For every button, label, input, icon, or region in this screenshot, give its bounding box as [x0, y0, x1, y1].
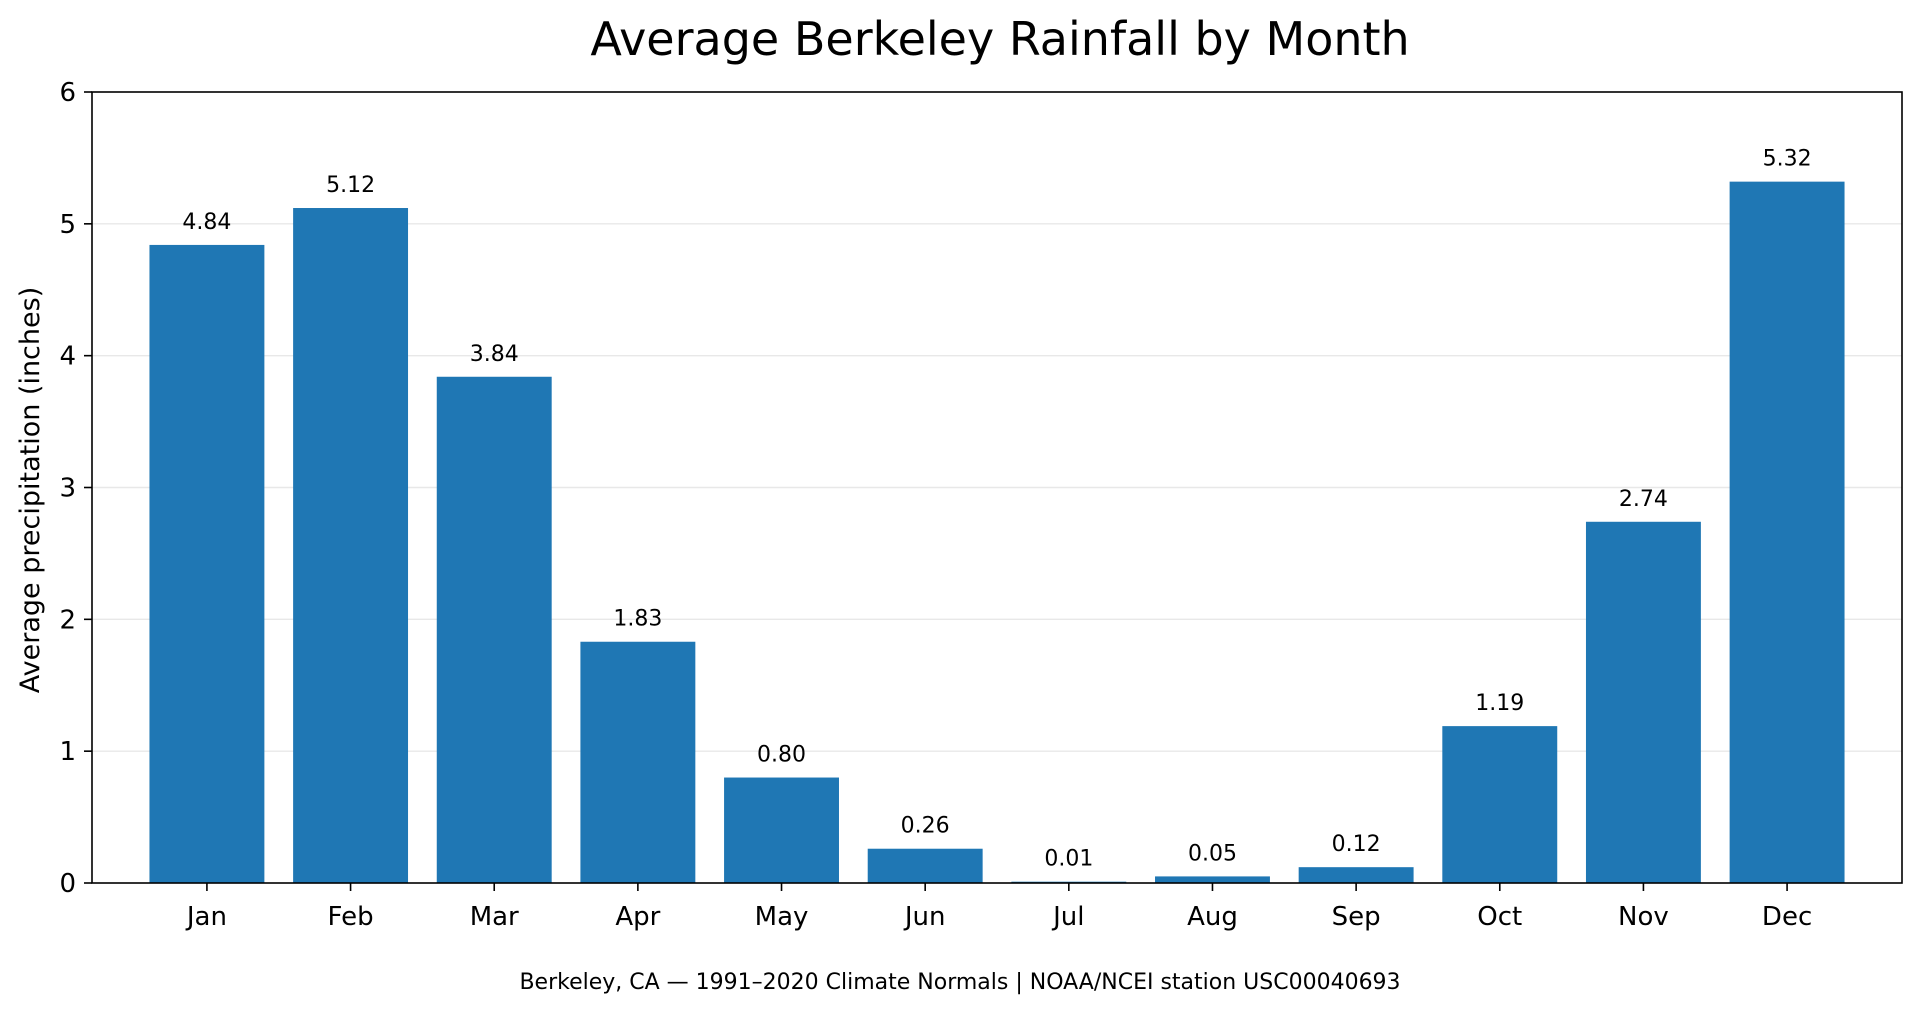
- bar-nov: [1585, 521, 1701, 883]
- x-tick-label-dec: Dec: [1762, 902, 1812, 932]
- bar-jun: [867, 848, 983, 883]
- x-tick-label-nov: Nov: [1618, 902, 1669, 932]
- value-label-dec: 5.32: [1763, 147, 1812, 172]
- value-label-nov: 2.74: [1619, 487, 1668, 512]
- bar-aug: [1155, 876, 1270, 883]
- x-tick-label-jun: Jun: [903, 902, 946, 932]
- bar-jan: [149, 244, 265, 884]
- x-tick-label-feb: Feb: [328, 902, 374, 932]
- x-tick-label-jul: Jul: [1051, 902, 1084, 932]
- value-label-apr: 1.83: [613, 607, 662, 632]
- value-label-jul: 0.01: [1044, 847, 1093, 872]
- bar-mar: [436, 376, 552, 883]
- bar-sep: [1298, 867, 1414, 883]
- x-tick-label-apr: Apr: [615, 902, 660, 932]
- bar-may: [724, 777, 839, 883]
- value-label-feb: 5.12: [326, 173, 375, 198]
- x-axis-ticks: Jan Feb Mar Apr May Jun Jul Aug Sep Oct Nov Dec: [185, 883, 1812, 932]
- x-tick-label-sep: Sep: [1332, 902, 1381, 932]
- chart-title: Average Berkeley Rainfall by Month: [590, 12, 1409, 66]
- y-tick-label: 1: [59, 737, 76, 767]
- value-label-may: 0.80: [757, 743, 806, 768]
- x-tick-label-mar: Mar: [470, 902, 519, 932]
- value-label-sep: 0.12: [1332, 832, 1381, 857]
- bar-dec: [1729, 181, 1845, 883]
- value-label-jan: 4.84: [182, 210, 231, 235]
- y-tick-label: 0: [59, 869, 76, 899]
- x-tick-label-jan: Jan: [185, 902, 227, 932]
- y-axis-ticks: 0 1 2 3 4 5 6: [59, 78, 92, 899]
- bars: [149, 181, 1845, 884]
- y-tick-label: 4: [59, 342, 76, 372]
- x-tick-label-oct: Oct: [1477, 902, 1522, 932]
- y-tick-label: 3: [59, 474, 76, 504]
- value-label-oct: 1.19: [1475, 691, 1524, 716]
- value-label-aug: 0.05: [1188, 841, 1237, 866]
- y-axis-label: Average precipitation (inches): [15, 287, 46, 693]
- bar-apr: [580, 641, 696, 883]
- value-labels: 4.84 5.12 3.84 1.83 0.80 0.26 0.01 0.05 0.12 1.19…: [182, 147, 1811, 872]
- bar-oct: [1442, 726, 1558, 883]
- chart-caption: Berkeley, CA — 1991–2020 Climate Normals…: [519, 970, 1400, 995]
- x-tick-label-aug: Aug: [1187, 902, 1238, 932]
- x-tick-label-may: May: [755, 902, 809, 932]
- value-label-jun: 0.26: [901, 814, 950, 839]
- bar-feb: [293, 208, 409, 884]
- y-tick-label: 2: [59, 605, 76, 635]
- value-label-mar: 3.84: [470, 342, 519, 367]
- y-tick-label: 5: [59, 210, 76, 240]
- y-tick-label: 6: [59, 78, 76, 108]
